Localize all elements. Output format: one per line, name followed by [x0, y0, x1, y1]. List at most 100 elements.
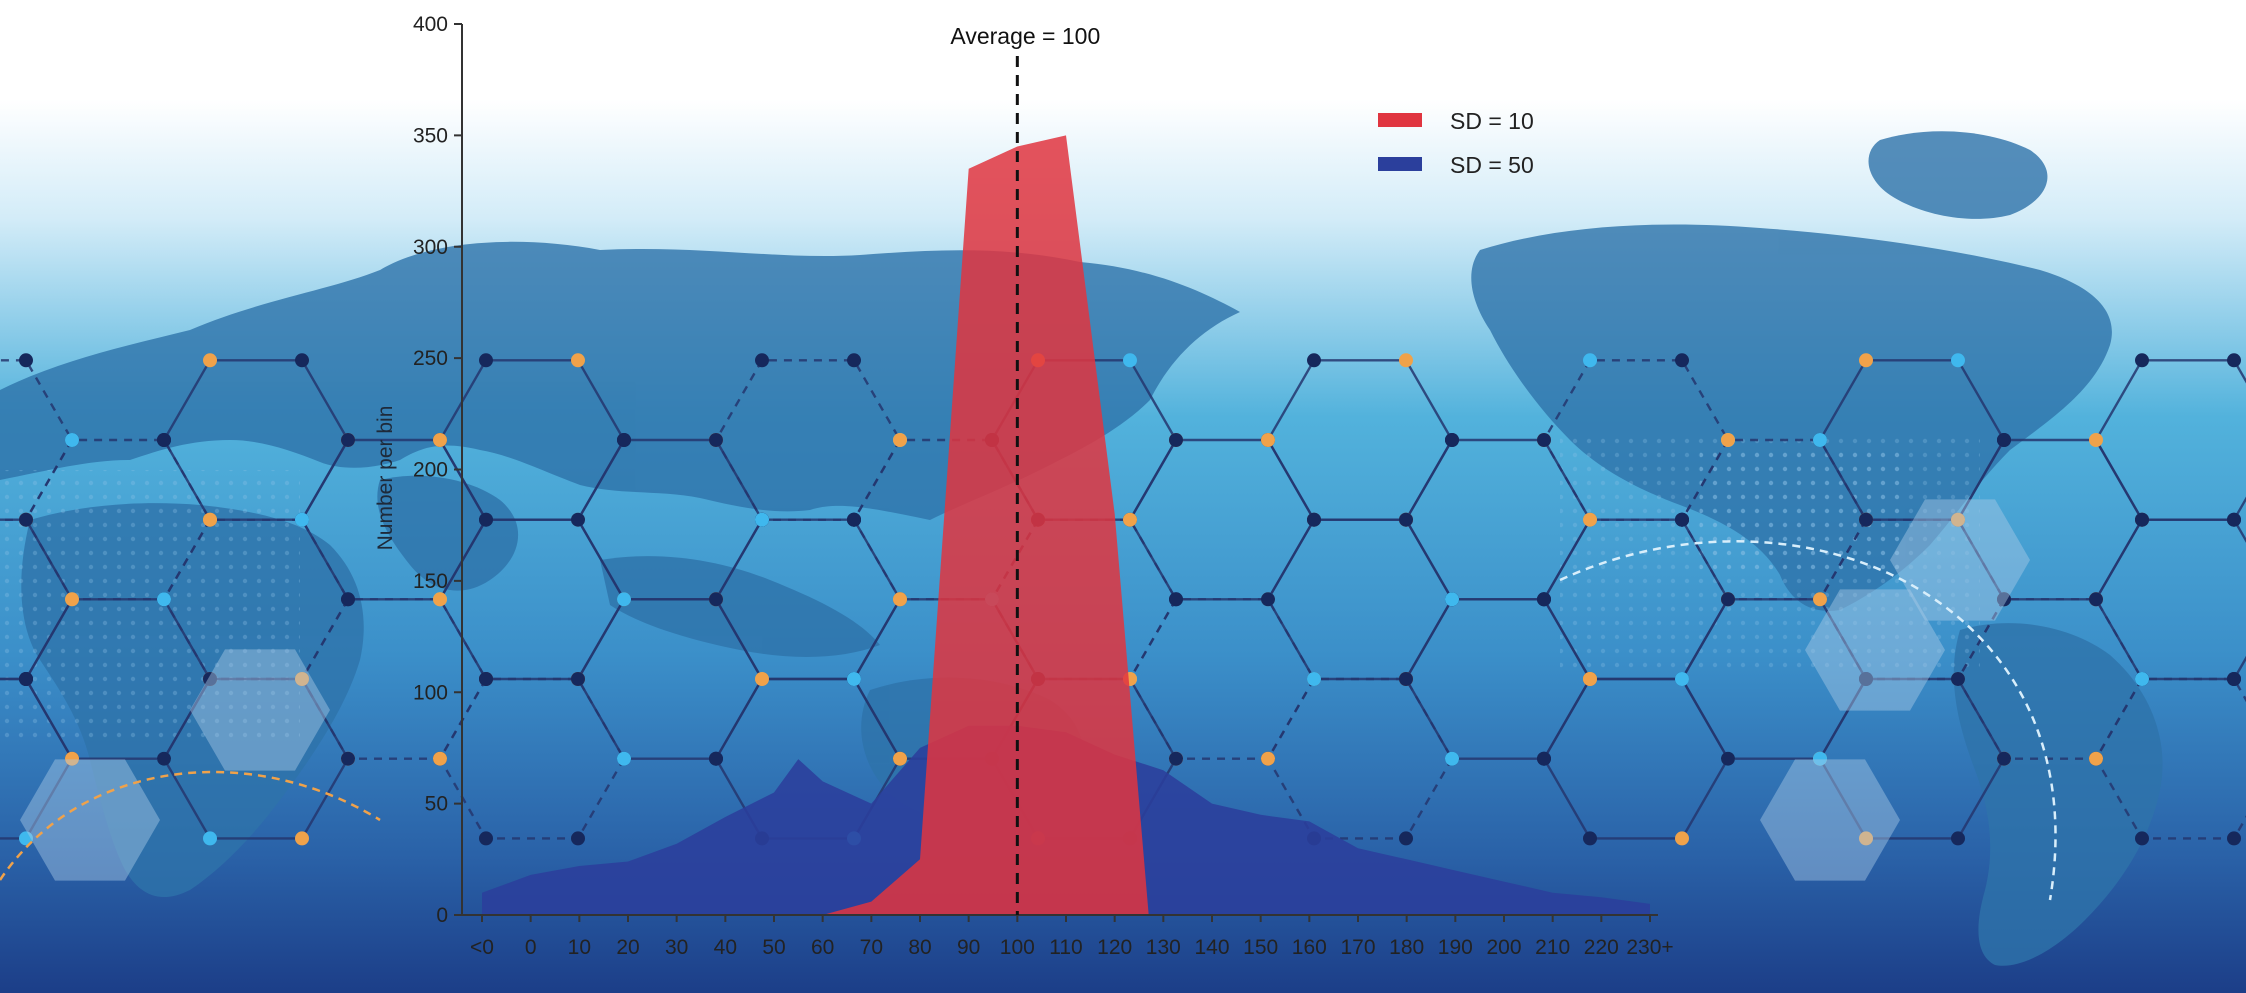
legend-label-sd-50: SD = 50	[1450, 152, 1534, 178]
x-tick-label: 80	[908, 936, 931, 959]
x-tick-label: 180	[1389, 936, 1424, 959]
network-node	[1123, 353, 1137, 368]
x-tick-label: 110	[1049, 936, 1082, 959]
dot-pattern-areas	[0, 430, 1980, 740]
x-tick-label: 100	[1000, 936, 1035, 959]
series-layer	[481, 135, 1651, 916]
network-node	[755, 353, 769, 368]
network-node	[571, 353, 585, 368]
network-node	[479, 353, 493, 368]
x-tick-label: <0	[470, 936, 494, 959]
network-node	[755, 512, 769, 527]
network-node	[65, 751, 79, 766]
y-tick-label: 150	[413, 570, 448, 593]
x-tick-label: 200	[1486, 936, 1521, 959]
network-node	[1537, 433, 1551, 447]
network-node	[709, 751, 723, 766]
x-tick-label: 30	[665, 936, 688, 959]
x-tick-label: 230+	[1626, 936, 1673, 959]
legend-label-sd-10: SD = 10	[1450, 108, 1534, 134]
network-node	[617, 433, 631, 447]
network-node	[341, 751, 355, 766]
network-node	[433, 433, 447, 447]
network-node	[2089, 433, 2103, 447]
network-node	[709, 433, 723, 447]
x-tick-label: 170	[1340, 936, 1375, 959]
network-node	[617, 592, 631, 607]
y-axis-title: Number per bin	[374, 406, 397, 551]
network-node	[295, 353, 309, 368]
network-node	[1583, 512, 1597, 527]
network-node	[2135, 672, 2149, 686]
network-node	[1537, 592, 1551, 607]
x-tick-label: 70	[860, 936, 883, 959]
x-tick-label: 150	[1243, 936, 1278, 959]
network-node	[571, 512, 585, 527]
network-node	[157, 751, 171, 766]
x-tick-label: 20	[616, 936, 639, 959]
network-node	[203, 831, 217, 846]
network-node	[2089, 751, 2103, 766]
network-node	[203, 353, 217, 368]
network-node	[19, 672, 33, 686]
network-node	[1583, 353, 1597, 368]
x-tick-label: 160	[1292, 936, 1327, 959]
network-node	[1951, 831, 1965, 846]
network-node	[295, 831, 309, 846]
network-node	[1997, 433, 2011, 447]
y-tick-label: 350	[413, 124, 448, 147]
x-tick-label: 60	[811, 936, 834, 959]
x-tick-label: 220	[1584, 936, 1619, 959]
network-node	[1997, 592, 2011, 607]
network-node	[847, 353, 861, 368]
network-node	[1951, 353, 1965, 368]
x-tick-label: 90	[957, 936, 980, 959]
network-node	[1169, 592, 1183, 607]
x-tick-label: 0	[525, 936, 537, 959]
network-node	[203, 512, 217, 527]
x-tick-label: 40	[714, 936, 737, 959]
network-node	[1675, 831, 1689, 846]
tick-labels: 0 50 100 150 200 250 300 350 400 <0 0 10 20 30 40 50 60 7…	[413, 13, 1674, 959]
network-node	[19, 353, 33, 368]
network-node	[433, 592, 447, 607]
network-node	[1583, 672, 1597, 686]
network-node	[1951, 672, 1965, 686]
network-node	[893, 592, 907, 607]
hexagon-fill	[1760, 759, 1900, 881]
network-node	[571, 831, 585, 846]
network-node	[65, 592, 79, 607]
flight-arc-west	[0, 770, 381, 881]
legend-swatch-sd-50	[1378, 157, 1422, 171]
network-node	[1537, 751, 1551, 766]
network-node	[893, 433, 907, 447]
continent-europe-asia	[0, 241, 1240, 520]
y-tick-label: 50	[425, 793, 448, 816]
network-node	[617, 751, 631, 766]
network-node	[157, 433, 171, 447]
network-node	[341, 592, 355, 607]
network-node	[1445, 592, 1459, 607]
y-tick-label: 300	[413, 236, 448, 259]
area-series-sd-10	[822, 135, 1149, 915]
continent-arabia-india	[377, 475, 519, 591]
network-node	[2135, 512, 2149, 527]
network-node	[755, 672, 769, 686]
network-node	[2227, 353, 2241, 368]
network-node	[1675, 512, 1689, 527]
network-node	[433, 751, 447, 766]
y-tick-label: 0	[436, 904, 448, 927]
network-node	[1261, 751, 1275, 766]
network-node	[19, 512, 33, 527]
network-node	[295, 512, 309, 527]
y-tick-label: 100	[413, 681, 448, 704]
network-node	[893, 751, 907, 766]
x-tick-label: 140	[1194, 936, 1229, 959]
network-node	[479, 831, 493, 846]
network-node	[2227, 512, 2241, 527]
network-node	[1859, 353, 1873, 368]
network-node	[1399, 512, 1413, 527]
network-node	[1307, 672, 1321, 686]
